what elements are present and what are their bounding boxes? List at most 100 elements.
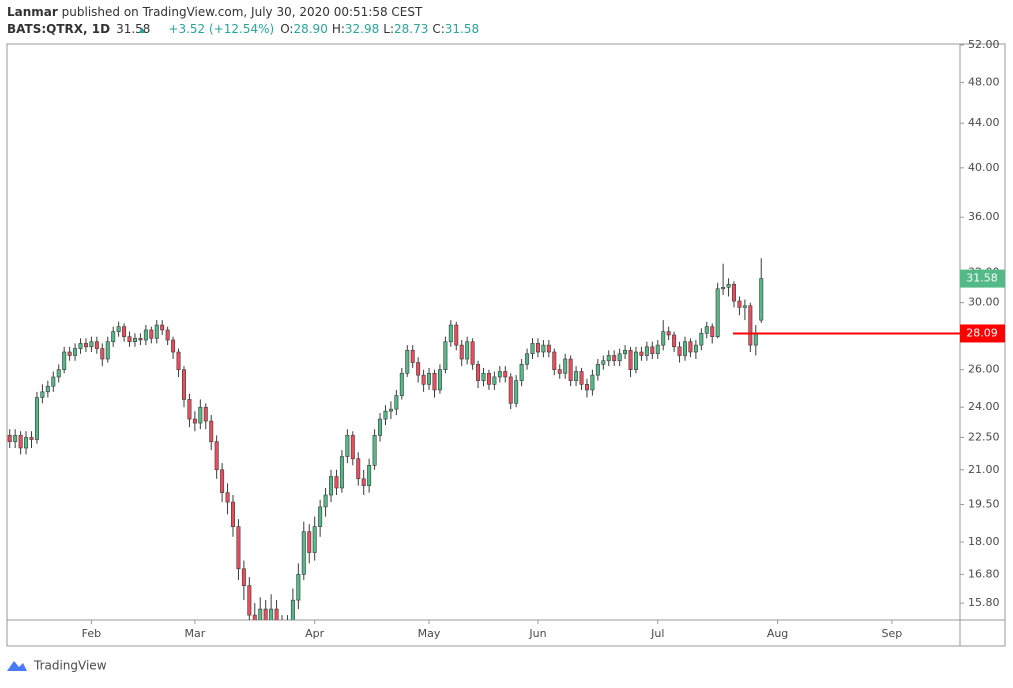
- candle-body: [481, 373, 486, 381]
- y-tick-label: 36.00: [968, 210, 1000, 223]
- candle-body: [307, 531, 312, 553]
- candle-body: [149, 329, 154, 339]
- candle-body: [383, 410, 388, 420]
- candle-body: [160, 324, 165, 331]
- candle-body: [89, 341, 94, 348]
- y-tick-label: 44.00: [968, 116, 1000, 129]
- candle-body: [432, 373, 437, 391]
- level-label: 28.09: [966, 326, 998, 339]
- publish-line: Lanmar published on TradingView.com, Jul…: [7, 5, 423, 19]
- candle-body: [214, 441, 219, 471]
- candle-body: [704, 326, 709, 334]
- candle-body: [748, 305, 753, 346]
- candle-body: [290, 599, 295, 620]
- y-tick-label: 52.00: [968, 38, 1000, 51]
- close: 31.58: [445, 22, 479, 36]
- candle-body: [492, 376, 497, 385]
- logo: [7, 661, 27, 671]
- candle-body: [399, 373, 404, 396]
- candle-body: [154, 324, 159, 339]
- candle-body: [421, 374, 426, 385]
- candle-body: [225, 492, 230, 503]
- candle-body: [644, 346, 649, 356]
- y-tick-label: 21.00: [968, 463, 1000, 476]
- candle-body: [465, 341, 470, 360]
- x-tick-label: Apr: [305, 627, 325, 640]
- last-price-box: [960, 269, 1005, 288]
- y-tick-label: 16.80: [968, 567, 1000, 580]
- frame: [6, 43, 1006, 647]
- x-tick-label: Feb: [82, 627, 101, 640]
- candle-body: [759, 278, 764, 321]
- candle-body: [350, 435, 355, 460]
- candle-body: [51, 376, 56, 387]
- open: 28.90: [293, 22, 327, 36]
- last-price-label: 31.58: [966, 272, 998, 285]
- candle-body: [508, 376, 513, 404]
- candle-body: [231, 501, 235, 527]
- candle-body: [203, 406, 208, 422]
- candle-body: [176, 351, 181, 370]
- candle-body: [73, 348, 78, 356]
- candle-body: [448, 324, 453, 343]
- low: 28.73: [394, 22, 428, 36]
- candle-body: [546, 344, 551, 353]
- candle-body: [672, 334, 677, 348]
- candle-body: [633, 351, 638, 370]
- candle-body: [601, 360, 606, 365]
- candle-body: [339, 456, 344, 489]
- y-tick-label: 48.00: [968, 75, 1000, 88]
- candle-body: [45, 385, 50, 393]
- candle-body: [590, 374, 595, 391]
- candle-body: [258, 608, 263, 620]
- x-tick-label: Aug: [767, 627, 788, 640]
- candle-body: [171, 339, 176, 353]
- candle-body: [83, 343, 88, 348]
- candle-body: [236, 526, 241, 570]
- y-tick-label: 24.00: [968, 400, 1000, 413]
- candle-body: [726, 283, 731, 288]
- candle-body: [584, 384, 589, 391]
- candle-body: [356, 458, 361, 480]
- candle-body: [165, 329, 170, 341]
- candle-body: [132, 338, 137, 343]
- change: +3.52 (+12.54%): [168, 22, 274, 36]
- candle-body: [209, 420, 214, 442]
- candle-body: [220, 469, 225, 493]
- candle-body: [617, 353, 622, 362]
- level-label-box: [960, 324, 1005, 343]
- x-tick-label: Jul: [650, 627, 664, 640]
- candle-body: [122, 326, 127, 337]
- candle-body: [552, 351, 557, 370]
- candle-body: [655, 344, 660, 355]
- last: 31.58: [116, 22, 150, 36]
- high-label: H:: [332, 22, 345, 36]
- candle-body: [116, 326, 121, 332]
- candle-body: [557, 369, 562, 374]
- candle-body: [334, 476, 339, 489]
- x-tick-label: Jun: [528, 627, 546, 640]
- candle-body: [7, 435, 12, 442]
- candle-body: [661, 331, 666, 346]
- candle-body: [525, 353, 530, 365]
- open-label: O:: [280, 22, 293, 36]
- candle-body: [378, 418, 383, 436]
- candle-body: [563, 358, 568, 374]
- close-label: C:: [432, 22, 444, 36]
- candle-body: [737, 300, 742, 308]
- candle-body: [24, 437, 29, 449]
- candle-body: [715, 288, 720, 337]
- candle-body: [323, 494, 328, 508]
- candle-body: [683, 341, 687, 356]
- candle-body: [94, 341, 99, 349]
- candle-body: [541, 344, 546, 353]
- y-tick-label: 30.00: [968, 296, 1000, 309]
- candle-body: [192, 418, 197, 424]
- high: 32.98: [345, 22, 379, 36]
- candle-body: [568, 358, 573, 381]
- candle-body: [143, 329, 148, 341]
- candle-body: [595, 364, 600, 376]
- symbol: BATS:QTRX, 1D: [7, 22, 110, 36]
- symbol-line: BATS:QTRX, 1D 31.58 +3.52 (+12.54%) O:28.90…: [7, 22, 479, 36]
